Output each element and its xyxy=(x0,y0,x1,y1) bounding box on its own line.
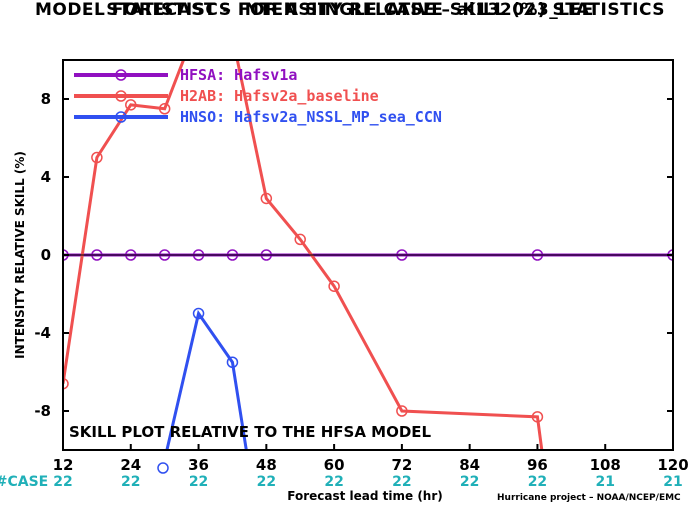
data-point xyxy=(226,356,239,368)
case-count: 22 xyxy=(324,474,343,490)
case-count: 22 xyxy=(460,474,479,490)
chart-title: MODEL FORECAST – INTENSITY RELATIVE SKIL… xyxy=(34,0,666,20)
case-count: 22 xyxy=(528,474,547,490)
series-1 xyxy=(63,16,544,450)
case-count: 21 xyxy=(663,474,682,490)
y-tick-label: 4 xyxy=(41,168,51,186)
series-layer xyxy=(63,16,673,475)
x-tick-label: 36 xyxy=(188,456,209,474)
data-point xyxy=(227,32,237,42)
case-count: 22 xyxy=(53,474,72,490)
legend-label: HNSO: Hafsv2a_NSSL_MP_sea_CCN xyxy=(180,108,442,126)
y-tick-label: -4 xyxy=(34,324,51,342)
data-point xyxy=(192,307,205,320)
legend-label: HFSA: Hafsv1a xyxy=(180,66,297,84)
y-axis-label: INTENSITY RELATIVE SKILL (%) xyxy=(13,151,27,359)
series-2 xyxy=(165,307,254,475)
x-tick-label: 24 xyxy=(120,456,141,474)
legend-label: H2AB: Hafsv2a_baseline xyxy=(180,87,379,105)
data-point xyxy=(294,233,306,246)
data-point xyxy=(63,377,69,390)
case-count: 22 xyxy=(189,474,208,490)
data-point xyxy=(125,99,137,111)
x-tick-label: 108 xyxy=(590,456,621,474)
x-tick-label: 72 xyxy=(391,456,412,474)
data-point xyxy=(396,405,408,417)
data-point xyxy=(158,103,171,115)
axis-layer: -8-4048122224223622482260227222842296221… xyxy=(34,90,688,490)
y-tick-label: 8 xyxy=(41,90,51,108)
x-tick-label: 12 xyxy=(53,456,74,474)
data-point xyxy=(91,151,103,164)
x-tick-label: 84 xyxy=(459,456,480,474)
data-point xyxy=(244,465,254,475)
chart-subtitle: STATISTISCS FOR A SINGLE CASE – al132023… xyxy=(106,0,594,20)
data-point xyxy=(194,16,204,26)
data-point xyxy=(328,280,340,292)
data-point xyxy=(531,411,544,423)
y-tick-label: 0 xyxy=(41,246,51,264)
case-count: 22 xyxy=(257,474,276,490)
y-tick-label: -8 xyxy=(34,402,51,420)
series-line xyxy=(165,309,248,450)
x-axis-label: Forecast lead time (hr) xyxy=(287,489,443,503)
legend-marker xyxy=(115,111,127,123)
outlier-marker xyxy=(157,462,169,474)
x-tick-label: 96 xyxy=(527,456,548,474)
case-count: 21 xyxy=(595,474,614,490)
legend: HFSA: Hafsv1a H2AB: Hafsv2a_baseline HNSO:… xyxy=(74,66,442,126)
case-count: 22 xyxy=(121,474,140,490)
x-tick-label: 60 xyxy=(324,456,345,474)
x-tick-label: 48 xyxy=(256,456,277,474)
x-tick-label: 120 xyxy=(657,456,688,474)
legend-marker xyxy=(115,69,127,81)
credit-text: Hurricane project – NOAA/NCEP/EMC xyxy=(497,493,681,503)
legend-marker xyxy=(115,90,127,102)
case-label: #CASE xyxy=(0,474,48,490)
data-point xyxy=(260,192,273,205)
case-count: 22 xyxy=(392,474,411,490)
skill-annotation: SKILL PLOT RELATIVE TO THE HFSA MODEL xyxy=(69,423,432,441)
